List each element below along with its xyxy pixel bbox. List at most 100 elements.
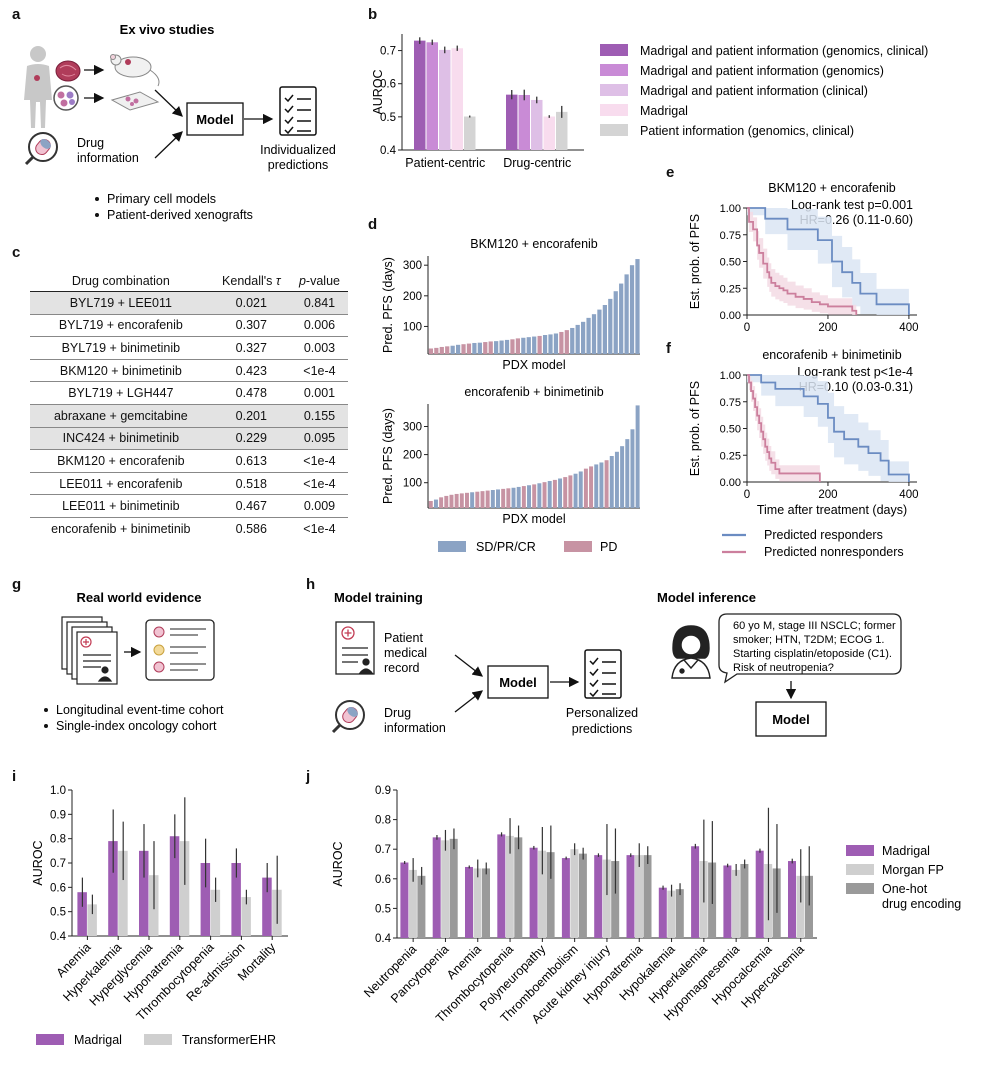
bar	[619, 283, 624, 354]
table-row: BYL719 + LGH447 0.478 0.001	[30, 381, 348, 405]
y-tick-label: 0.25	[720, 450, 741, 462]
cell-tau: 0.307	[211, 314, 291, 338]
legend-swatch	[564, 541, 592, 552]
y-tick-label: 0.8	[50, 834, 66, 846]
legend-swatch	[600, 44, 628, 56]
legend-swatch	[846, 883, 874, 894]
bar	[543, 116, 555, 150]
confidence-band	[747, 208, 909, 315]
y-tick-label: 0.00	[720, 310, 741, 322]
panel-a-model: Model	[196, 112, 234, 127]
bar	[506, 94, 518, 150]
bar	[87, 904, 97, 936]
bar	[630, 429, 635, 508]
bar	[805, 875, 813, 938]
cell-combo: BKM120 + binimetinib	[30, 359, 212, 383]
bar	[591, 314, 597, 354]
confidence-band	[747, 375, 820, 482]
bar	[521, 486, 526, 508]
panel-h-record-line3: record	[384, 661, 419, 675]
legend-label: PD	[600, 540, 617, 554]
cell-p: 0.001	[290, 381, 348, 405]
y-tick-label: 0.9	[375, 785, 391, 797]
panel-g-title: Real world evidence	[77, 590, 202, 605]
bar	[578, 853, 587, 938]
bar	[583, 468, 588, 508]
y-axis-label: AUROC	[31, 840, 45, 885]
y-tick-label: 0.6	[50, 882, 66, 894]
y-tick-label: 0.00	[720, 477, 741, 489]
y-tick-label: 0.4	[375, 933, 392, 945]
bar	[755, 850, 764, 938]
bar	[731, 869, 740, 938]
bar	[497, 834, 506, 938]
bar	[439, 497, 444, 508]
bar	[428, 348, 434, 354]
y-tick-label: 0.5	[50, 907, 66, 919]
y-tick-label: 0.8	[375, 815, 391, 827]
bar	[563, 477, 568, 508]
legend-swatch	[846, 845, 874, 856]
panel-g-bullet-2: Single-index oncology cohort	[56, 719, 217, 733]
km-curve-nonresponders	[747, 207, 858, 315]
table-row: BYL719 + LEE011 0.021 0.841	[30, 291, 348, 315]
legend-label: drug encoding	[882, 897, 961, 911]
bar	[139, 850, 149, 936]
y-axis-label: Est. prob. of PFS	[688, 214, 702, 309]
bar	[450, 345, 455, 354]
cell-tau: 0.467	[211, 494, 291, 518]
bar	[417, 875, 426, 938]
chart-title: BKM120 + encorafenib	[470, 237, 598, 251]
legend-swatch	[144, 1034, 172, 1045]
y-tick-label: 0.75	[720, 230, 741, 242]
bar	[788, 861, 796, 938]
panel-a-bullet-1: Primary cell models	[107, 192, 216, 206]
bar	[433, 499, 438, 508]
col-kendall-tau: Kendall's τ	[211, 272, 291, 292]
bar	[599, 462, 604, 508]
bar	[485, 490, 490, 508]
panel-a-output-line2: predictions	[268, 158, 328, 172]
bar	[602, 859, 611, 938]
cell-p: 0.009	[290, 494, 348, 518]
legend-label: One-hot	[882, 882, 928, 896]
y-tick-label: 0.6	[380, 79, 396, 91]
bar	[118, 850, 128, 936]
x-axis-label: Time after treatment (days)	[757, 503, 907, 517]
bar	[556, 111, 568, 150]
legend-label: SD/PR/CR	[476, 540, 536, 554]
table-row: LEE011 + binimetinib 0.467 0.009	[30, 494, 348, 518]
bar	[538, 850, 547, 938]
panel-label-c: c	[12, 244, 21, 261]
panel-h-record-line2: medical	[384, 646, 427, 660]
panel-a-drug-info-line2: information	[77, 151, 139, 165]
bar	[400, 862, 409, 938]
y-tick-label: 100	[403, 478, 422, 490]
speech-line-2: smoker; HTN, T2DM; ECOG 1.	[733, 634, 884, 646]
bar	[635, 405, 640, 508]
bar	[179, 841, 190, 936]
bar	[527, 485, 532, 508]
kendall-tau-table: Drug combination Kendall's τ p-value BYL…	[30, 272, 348, 540]
bar	[594, 464, 599, 508]
cell-combo: BYL719 + LGH447	[30, 381, 212, 405]
panel-label-h: h	[306, 576, 316, 593]
y-tick-label: 0.25	[720, 283, 741, 295]
bar	[614, 451, 619, 508]
legend-swatch	[600, 84, 628, 96]
bar	[465, 866, 473, 938]
legend-label: Madrigal	[640, 104, 688, 118]
speech-line-1: 60 yo M, stage III NSCLC; former	[733, 620, 896, 632]
bar	[426, 42, 438, 150]
bar	[635, 855, 643, 938]
bar	[444, 495, 449, 508]
bar	[518, 94, 530, 150]
bar	[459, 493, 464, 508]
panel-a-output-line1: Individualized	[260, 143, 336, 157]
chart-title: encorafenib + binimetinib	[762, 348, 901, 362]
y-tick-label: 1.00	[720, 370, 741, 382]
bar	[414, 40, 426, 150]
col-p-value: p-value	[290, 272, 348, 292]
x-tick-label: 400	[899, 489, 918, 501]
